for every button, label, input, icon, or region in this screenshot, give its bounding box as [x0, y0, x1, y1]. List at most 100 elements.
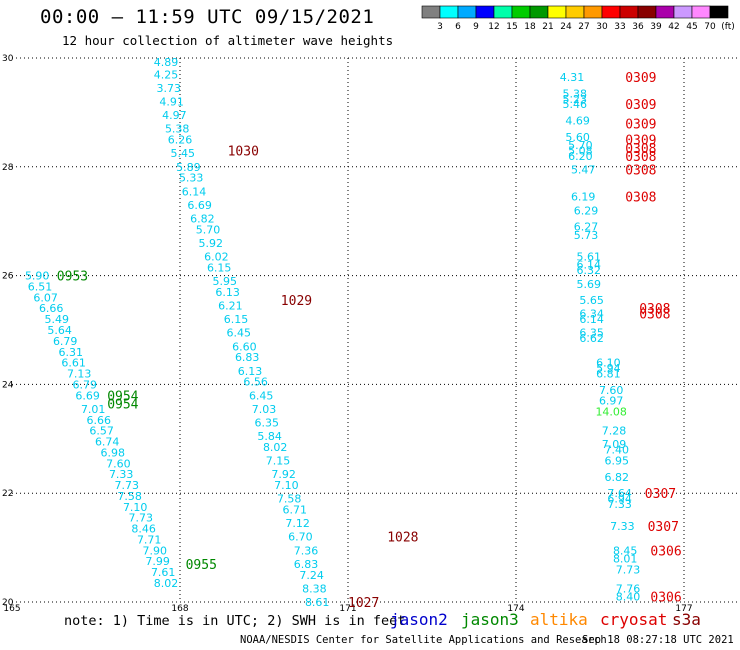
swh-point-label: 6.32 [577, 264, 602, 277]
swh-point-label: 5.61 [577, 251, 602, 264]
sat-cryosat: cryosat [600, 610, 668, 629]
swh-point-label: 6.69 [187, 199, 212, 212]
x-tick-label: 174 [507, 604, 524, 614]
swh-point-label: 8.01 [613, 552, 638, 565]
swh-point-label: 6.79 [73, 378, 98, 391]
swh-point-label: 6.27 [574, 221, 599, 234]
swh-point-label: 5.65 [579, 294, 604, 307]
scale-swatch [619, 5, 639, 19]
swh-point-label: 7.92 [271, 468, 296, 481]
grid-lines [12, 57, 740, 603]
swh-point-label: 5.89 [176, 161, 201, 174]
sat-s3a: s3a [672, 610, 701, 629]
scale-swatch [439, 5, 459, 19]
swh-point-label: 7.33 [109, 468, 134, 481]
pass-time-label: 0306 [650, 591, 681, 606]
swh-point-label: 6.34 [579, 308, 604, 321]
swh-point-label: 6.56 [243, 376, 268, 389]
swh-point-label: 4.69 [565, 115, 590, 128]
pass-time-label: 0955 [186, 558, 217, 573]
scale-swatch [565, 5, 585, 19]
swh-point-label: 14.08 [595, 406, 627, 419]
swh-point-label: 5.90 [25, 270, 50, 283]
scale-swatch [529, 5, 549, 19]
swh-point-label: 6.98 [101, 446, 126, 459]
scale-label: 9 [473, 22, 479, 32]
scale-label: 33 [614, 22, 625, 32]
swh-point-label: 6.60 [232, 340, 257, 353]
scale-label: 36 [632, 22, 644, 32]
swh-point-label: 6.26 [168, 134, 193, 147]
scale-swatch [655, 5, 675, 19]
swh-point-label: 6.79 [53, 335, 78, 348]
swh-point-label: 5.08 [568, 144, 593, 157]
pass-time-label: 0309 [625, 71, 656, 86]
y-tick-label: 20 [2, 598, 14, 608]
swh-point-label: 4.89 [154, 56, 179, 69]
swh-point-label: 6.14 [579, 313, 604, 326]
swh-point-label: 7.40 [605, 444, 630, 457]
swh-point-label: 7.73 [616, 563, 641, 576]
y-tick-label: 22 [2, 489, 13, 499]
scale-swatch [547, 5, 567, 19]
swh-point-label: 5.33 [179, 172, 204, 185]
scale-label: 27 [578, 22, 589, 32]
swh-point-label: 6.15 [207, 261, 232, 274]
swh-point-label: 8.61 [305, 596, 330, 609]
swh-point-label: 7.24 [299, 569, 324, 582]
swh-point-label: 6.13 [215, 286, 240, 299]
swh-point-label: 7.90 [143, 544, 168, 557]
axes: 165 168 171 174 177 20 22 24 26 28 30 [2, 54, 693, 614]
scale-swatch [511, 5, 531, 19]
swh-point-label: 6.14 [577, 259, 602, 272]
pass-time-label: 0308 [625, 142, 656, 157]
swh-point-label: 6.66 [87, 414, 112, 427]
swh-point-label: 6.66 [39, 302, 64, 315]
swh-point-label: 4.97 [162, 109, 187, 122]
scale-swatch [421, 5, 441, 19]
color-scale-legend: 3 6 9 12 15 18 21 24 27 30 33 36 39 42 45 70 (ft) [421, 5, 735, 32]
scale-swatch [457, 5, 477, 19]
swh-point-label: 6.83 [235, 351, 260, 364]
swh-point-label: 7.09 [602, 438, 627, 451]
swh-point-label: 6.51 [28, 280, 53, 293]
swh-point-label: 5.47 [571, 164, 596, 177]
swh-point-label: 7.10 [123, 501, 148, 514]
swh-point-label: 7.01 [81, 403, 106, 416]
data-marks: 4.894.253.734.914.975.386.265.455.895.33… [25, 56, 682, 611]
pass-time-label: 0954 [107, 397, 138, 412]
swh-point-label: 6.13 [238, 365, 263, 378]
pass-time-label: 0308 [625, 150, 656, 165]
swh-point-label: 6.10 [596, 357, 621, 370]
swh-point-label: 5.23 [563, 93, 588, 106]
swh-point-label: 7.71 [137, 533, 162, 546]
swh-point-label: 7.76 [616, 582, 641, 595]
swh-point-label: 7.13 [67, 368, 92, 381]
scale-label: 18 [524, 22, 536, 32]
swh-point-label: 5.64 [47, 324, 72, 337]
pass-time-label: 0309 [625, 134, 656, 149]
swh-point-label: 7.64 [607, 487, 632, 500]
swh-point-label: 5.69 [577, 278, 602, 291]
swh-point-label: 6.45 [249, 389, 274, 402]
swh-point-label: 5.95 [213, 275, 238, 288]
scale-swatch [673, 5, 693, 19]
swh-point-label: 4.25 [154, 68, 179, 81]
swh-point-label: 8.45 [613, 544, 638, 557]
scale-swatch [637, 5, 657, 19]
sat-jason2: jason2 [390, 610, 448, 629]
swh-point-label: 8.46 [131, 523, 156, 536]
swh-point-label: 6.82 [605, 471, 630, 484]
scale-swatch [601, 5, 621, 19]
scale-label: 30 [596, 22, 608, 32]
page-subtitle: 12 hour collection of altimeter wave hei… [62, 33, 394, 48]
swh-point-label: 8.02 [263, 441, 288, 454]
sat-altika: altika [530, 610, 588, 629]
credit-text: NOAA/NESDIS Center for Satellite Applica… [240, 634, 607, 646]
scale-label: 3 [437, 22, 443, 32]
swh-point-label: 6.21 [218, 300, 243, 313]
swh-point-label: 6.02 [204, 251, 229, 264]
swh-point-label: 7.60 [106, 457, 131, 470]
swh-point-label: 7.73 [129, 512, 154, 525]
scale-label: 45 [686, 22, 697, 32]
